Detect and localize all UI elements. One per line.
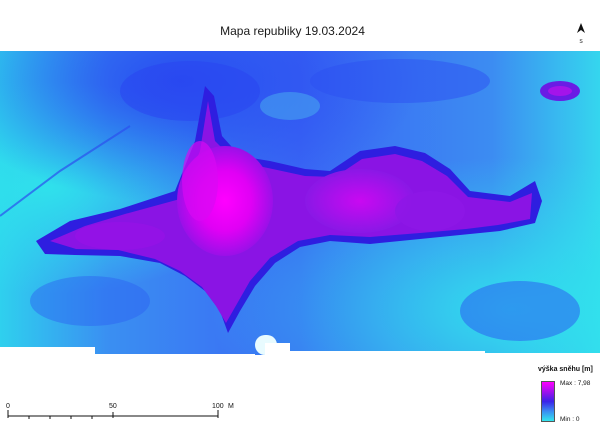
scale-bar xyxy=(7,410,219,419)
legend-title: výška sněhu [m] xyxy=(538,366,593,373)
legend-color-ramp xyxy=(541,381,555,422)
snow-region-body xyxy=(50,101,532,323)
north-arrow-icon: S xyxy=(577,23,585,45)
scale-unit: M xyxy=(228,403,234,410)
map-title: Mapa republiky 19.03.2024 xyxy=(220,24,365,38)
snow-depth-map[interactable] xyxy=(0,51,600,355)
scale-tick-0: 0 xyxy=(6,403,10,410)
scale-tick-50: 50 xyxy=(109,403,117,410)
scale-tick-100: 100 xyxy=(212,403,224,410)
legend-max-label: Max : 7,98 xyxy=(560,380,591,387)
north-label: S xyxy=(579,39,583,45)
legend-min-label: Min : 0 xyxy=(560,416,580,423)
